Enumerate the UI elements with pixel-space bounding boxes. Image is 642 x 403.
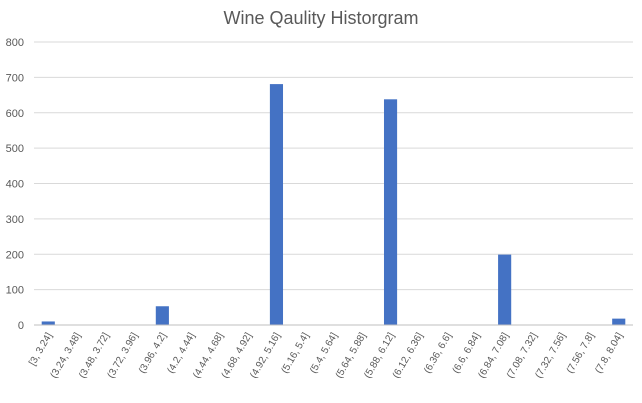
bar [612,318,626,325]
y-tick-label: 300 [6,214,24,226]
x-tick-label: (5.4, 5.64] [308,331,340,376]
y-tick-label: 200 [6,249,24,261]
bars [41,84,626,326]
chart-title: Wine Qaulity Historgram [223,8,418,28]
x-tick-label: (7.8, 8.04] [593,331,625,376]
bar [498,254,512,325]
bar [41,321,55,325]
x-tick-label: (5.16, 5.4] [280,331,312,376]
y-tick-label: 800 [6,37,24,49]
x-tick-label: [3, 3.24] [27,331,55,368]
x-tick-label: (3.96, 4.2] [137,331,169,376]
y-tick-label: 500 [6,143,24,155]
y-tick-label: 0 [18,320,24,332]
x-axis-labels: [3, 3.24](3.24, 3.48](3.48, 3.72](3.72, … [27,331,625,381]
y-tick-label: 400 [6,179,24,191]
y-tick-label: 600 [6,108,24,120]
x-tick-label: (6.36, 6.6] [422,331,454,376]
bar [155,306,169,325]
bar [383,99,398,326]
x-tick-label: (6.6, 6.84] [451,331,483,376]
bar [269,84,284,325]
x-tick-label: (4.2, 4.44] [165,331,197,376]
y-tick-label: 100 [6,285,24,297]
y-tick-label: 700 [6,72,24,84]
x-tick-label: (7.56, 7.8] [565,331,597,376]
gridlines [34,41,633,291]
y-axis-ticks: 0 100 200 300 400 500 600 700 800 [6,37,24,332]
